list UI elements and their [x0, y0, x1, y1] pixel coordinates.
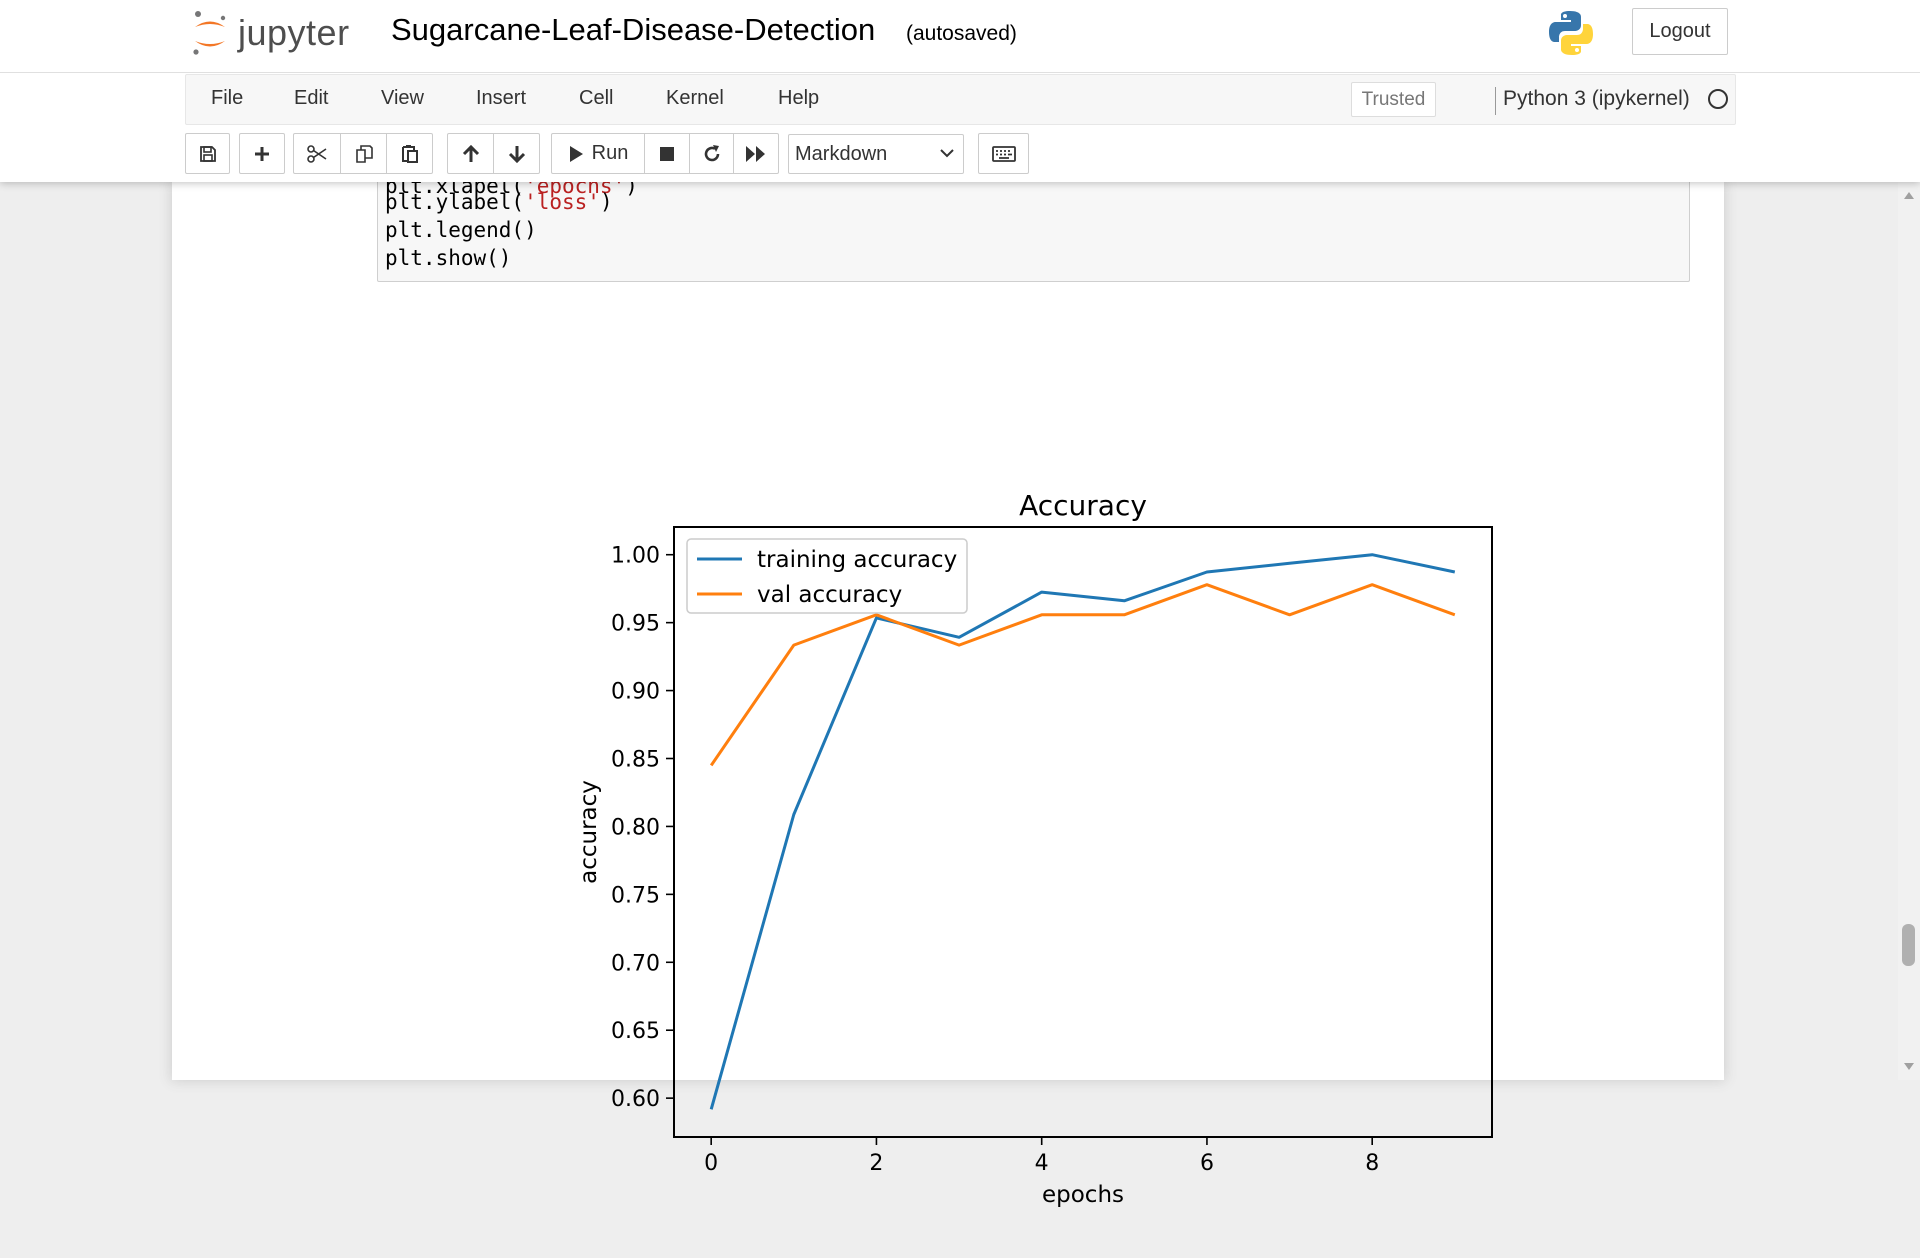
logout-button[interactable]: Logout — [1632, 8, 1728, 55]
plus-icon — [255, 146, 269, 161]
legend-box — [686, 538, 968, 614]
save-icon — [199, 145, 216, 162]
code-line: plt.ylabel('loss') — [385, 190, 613, 214]
x-tick-label: 8 — [1365, 1151, 1379, 1176]
scissors-icon — [307, 144, 327, 163]
series-line-training — [709, 553, 1456, 1110]
code-cell-input[interactable]: plt.xlabel('epochs') plt.ylabel('loss') … — [377, 182, 1690, 282]
menu-kernel[interactable]: Kernel — [666, 87, 724, 109]
y-tick-label: 0.85 — [611, 748, 660, 773]
insert-cell-button[interactable] — [239, 133, 285, 174]
toolbar-group-save — [185, 133, 230, 174]
menu-help[interactable]: Help — [778, 87, 820, 109]
x-tick-label: 4 — [1035, 1151, 1049, 1176]
copy-button[interactable] — [340, 133, 387, 174]
restart-run-all-button[interactable] — [733, 133, 779, 174]
toolbar-group-keyboard — [978, 133, 1029, 174]
cell-type-select[interactable]: Markdown — [788, 134, 964, 174]
x-tick-label: 2 — [869, 1151, 883, 1176]
chevron-down-icon — [940, 149, 954, 158]
notebook-header: jupyter Sugarcane-Leaf-Disease-Detection… — [0, 0, 1920, 182]
trusted-badge[interactable]: Trusted — [1351, 82, 1436, 117]
command-palette-button[interactable] — [978, 133, 1029, 174]
restart-button[interactable] — [689, 133, 734, 174]
series-line-val — [709, 583, 1456, 767]
legend-label: training accuracy — [757, 547, 957, 573]
scroll-down-icon[interactable] — [1903, 1062, 1915, 1072]
toolbar-group-move — [447, 133, 540, 174]
arrow-up-icon — [462, 144, 479, 162]
x-axis-label: epochs — [1042, 1182, 1124, 1208]
y-tick-label: 0.65 — [611, 1019, 660, 1044]
y-tick-label: 0.75 — [611, 883, 660, 908]
legend-label: val accuracy — [757, 582, 902, 608]
arrow-down-icon — [508, 145, 525, 163]
cut-button[interactable] — [293, 133, 341, 174]
move-up-button[interactable] — [447, 133, 494, 174]
autosave-status: (autosaved) — [906, 22, 1017, 45]
scrollbar-thumb[interactable] — [1902, 924, 1915, 966]
scroll-up-icon[interactable] — [1903, 190, 1915, 200]
fast-forward-icon — [746, 145, 765, 162]
accuracy-chart: Accuracy 0 2 4 6 8 0.60 0.65 0.70 0.75 0.80 0.85 0.9… — [576, 489, 1493, 1208]
kernel-idle-indicator-icon — [1708, 89, 1728, 109]
menu-cell[interactable]: Cell — [579, 87, 614, 109]
save-button[interactable] — [185, 133, 230, 174]
keyboard-icon — [991, 145, 1016, 162]
chart-title: Accuracy — [1019, 489, 1147, 522]
x-tick-label: 6 — [1200, 1151, 1214, 1176]
jupyter-logo-icon — [193, 11, 226, 55]
run-button[interactable]: Run — [551, 133, 645, 174]
code-line-partial: plt.xlabel('epochs') — [385, 182, 638, 198]
logo-text: jupyter — [238, 12, 350, 53]
y-tick-label: 0.70 — [611, 951, 660, 976]
header-row: jupyter Sugarcane-Leaf-Disease-Detection… — [0, 0, 1920, 73]
python-logo-icon — [1549, 11, 1593, 55]
y-tick-label: 0.90 — [611, 680, 660, 705]
kernel-separator — [1495, 87, 1496, 115]
paste-button[interactable] — [386, 133, 433, 174]
toolbar-group-insert — [239, 133, 285, 174]
jupyter-logo[interactable]: jupyter — [190, 8, 350, 58]
y-axis-label: accuracy — [576, 780, 602, 884]
menu-view[interactable]: View — [381, 87, 424, 109]
y-tick-label: 0.60 — [611, 1087, 660, 1112]
play-icon — [569, 145, 583, 162]
y-tick-label: 1.00 — [611, 544, 660, 569]
y-tick-label: 0.80 — [611, 815, 660, 840]
move-down-button[interactable] — [493, 133, 540, 174]
vertical-scrollbar[interactable] — [1898, 182, 1920, 1080]
plot-frame — [673, 526, 1493, 1138]
interrupt-button[interactable] — [644, 133, 690, 174]
code-line: plt.show() — [385, 246, 512, 270]
y-tick-label: 0.95 — [611, 612, 660, 637]
notebook-title[interactable]: Sugarcane-Leaf-Disease-Detection — [391, 12, 876, 47]
paste-icon — [401, 144, 418, 163]
menubar: File Edit View Insert Cell Kernel Help T… — [185, 74, 1736, 125]
notebook-container: plt.xlabel('epochs') plt.ylabel('loss') … — [172, 182, 1724, 1208]
code-line: plt.legend() — [385, 218, 537, 242]
toolbar-group-run: Run — [551, 133, 779, 174]
x-tick-label: 0 — [704, 1151, 718, 1176]
cell-type-value: Markdown — [795, 142, 888, 165]
toolbar-group-edit — [293, 133, 433, 174]
kernel-name[interactable]: Python 3 (ipykernel) — [1503, 87, 1690, 110]
stop-icon — [660, 146, 674, 161]
menu-file[interactable]: File — [211, 87, 244, 109]
restart-icon — [704, 144, 719, 161]
copy-icon — [355, 144, 373, 163]
menu-insert[interactable]: Insert — [476, 87, 527, 109]
menu-edit[interactable]: Edit — [294, 87, 329, 109]
run-label: Run — [591, 142, 629, 164]
